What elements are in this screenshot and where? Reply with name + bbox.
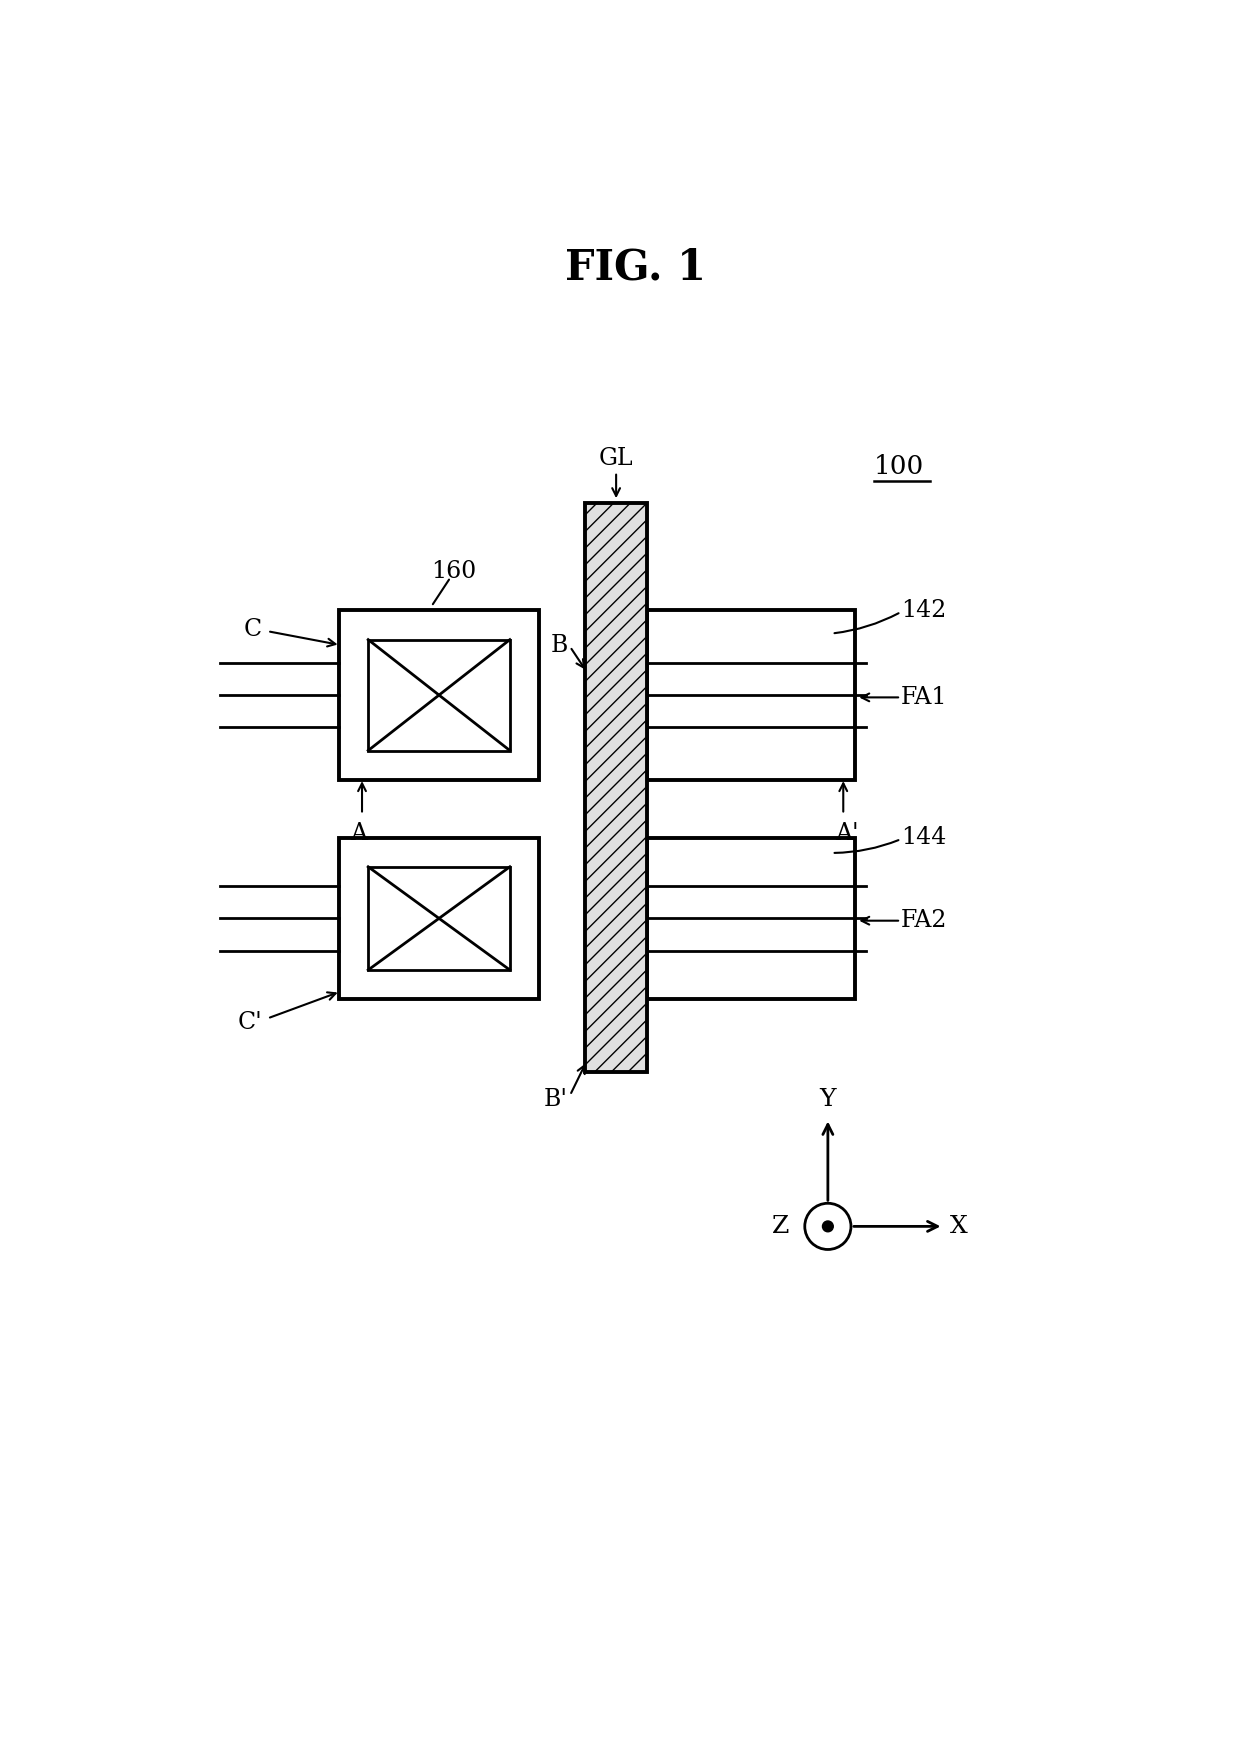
Circle shape xyxy=(823,1221,834,1232)
Text: GL: GL xyxy=(598,446,633,471)
Text: FA1: FA1 xyxy=(901,686,948,709)
Text: A': A' xyxy=(835,822,859,846)
Text: C': C' xyxy=(237,1011,261,1034)
Text: FIG. 1: FIG. 1 xyxy=(565,247,706,288)
Bar xyxy=(647,610,855,780)
Bar xyxy=(647,837,855,999)
Bar xyxy=(368,639,510,750)
Text: Z: Z xyxy=(772,1214,789,1238)
Text: A: A xyxy=(349,822,367,846)
Text: 142: 142 xyxy=(901,599,947,622)
Text: C: C xyxy=(244,618,261,641)
Bar xyxy=(339,610,539,780)
Bar xyxy=(585,502,647,1072)
Text: X: X xyxy=(950,1214,968,1238)
Bar xyxy=(368,867,510,969)
Text: 160: 160 xyxy=(431,561,477,584)
Bar xyxy=(339,837,539,999)
Text: 100: 100 xyxy=(873,455,924,479)
Text: B: B xyxy=(550,634,567,657)
Text: B': B' xyxy=(544,1087,567,1112)
Text: 144: 144 xyxy=(901,827,947,849)
Text: Y: Y xyxy=(820,1087,836,1112)
Text: FA2: FA2 xyxy=(901,908,948,933)
